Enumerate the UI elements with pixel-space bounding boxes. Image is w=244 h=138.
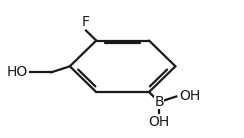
Text: B: B — [154, 95, 164, 109]
Text: OH: OH — [180, 89, 201, 104]
Text: HO: HO — [7, 65, 28, 79]
Text: F: F — [82, 15, 90, 29]
Text: OH: OH — [149, 115, 170, 129]
